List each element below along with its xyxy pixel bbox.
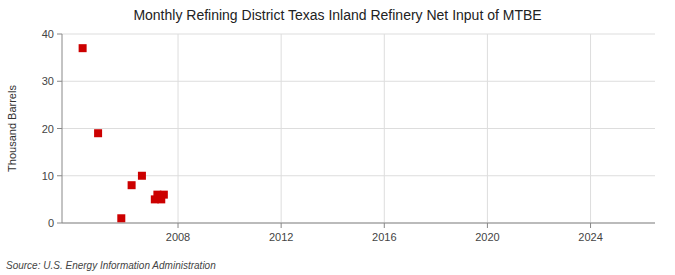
point <box>94 129 102 137</box>
y-tick <box>57 81 62 82</box>
y-tick <box>57 128 62 129</box>
x-tick <box>487 223 488 228</box>
chart: Monthly Refining District Texas Inland R… <box>0 0 675 275</box>
x-axis-line <box>62 223 655 224</box>
point <box>117 214 125 222</box>
point <box>128 181 136 189</box>
title: Monthly Refining District Texas Inland R… <box>133 7 541 23</box>
x-tick-label: 2024 <box>578 231 602 243</box>
y-tick-label: 40 <box>42 28 54 40</box>
points <box>79 44 168 222</box>
point <box>79 44 87 52</box>
x-tick <box>178 223 179 228</box>
y-tick <box>57 175 62 176</box>
x-tick-label: 2016 <box>372 231 396 243</box>
y-tick-label: 30 <box>42 75 54 87</box>
grid <box>62 34 655 223</box>
x-grid-line <box>281 34 282 223</box>
y-grid-line <box>62 223 655 224</box>
chart-container: Monthly Refining District Texas Inland R… <box>0 0 675 275</box>
x-tick-label: 2012 <box>269 231 293 243</box>
x-tick-label: 2020 <box>475 231 499 243</box>
x-tick <box>281 223 282 228</box>
x-tick <box>590 223 591 228</box>
point <box>138 172 146 180</box>
x-tick-label: 2008 <box>166 231 190 243</box>
point <box>160 191 168 199</box>
x-grid-line <box>590 34 591 223</box>
y-tick-label: 0 <box>48 217 54 229</box>
axes: 0 10 20 30 40 2008 2012 2016 2020 2024 <box>42 28 655 243</box>
y-grid-line <box>62 34 655 35</box>
y-tick <box>57 34 62 35</box>
y-grid-line <box>62 81 655 82</box>
y-grid-line <box>62 175 655 176</box>
x-grid-line <box>384 34 385 223</box>
y-tick-label: 10 <box>42 170 54 182</box>
y-grid-line <box>62 128 655 129</box>
y-tick-label: 20 <box>42 123 54 135</box>
x-grid-line <box>487 34 488 223</box>
source-note: Source: U.S. Energy Information Administ… <box>6 260 216 271</box>
x-tick <box>384 223 385 228</box>
y-tick <box>57 223 62 224</box>
y-axis-line <box>62 34 63 223</box>
y-axis-label: Thousand Barrels <box>6 85 18 172</box>
x-grid-line <box>178 34 179 223</box>
